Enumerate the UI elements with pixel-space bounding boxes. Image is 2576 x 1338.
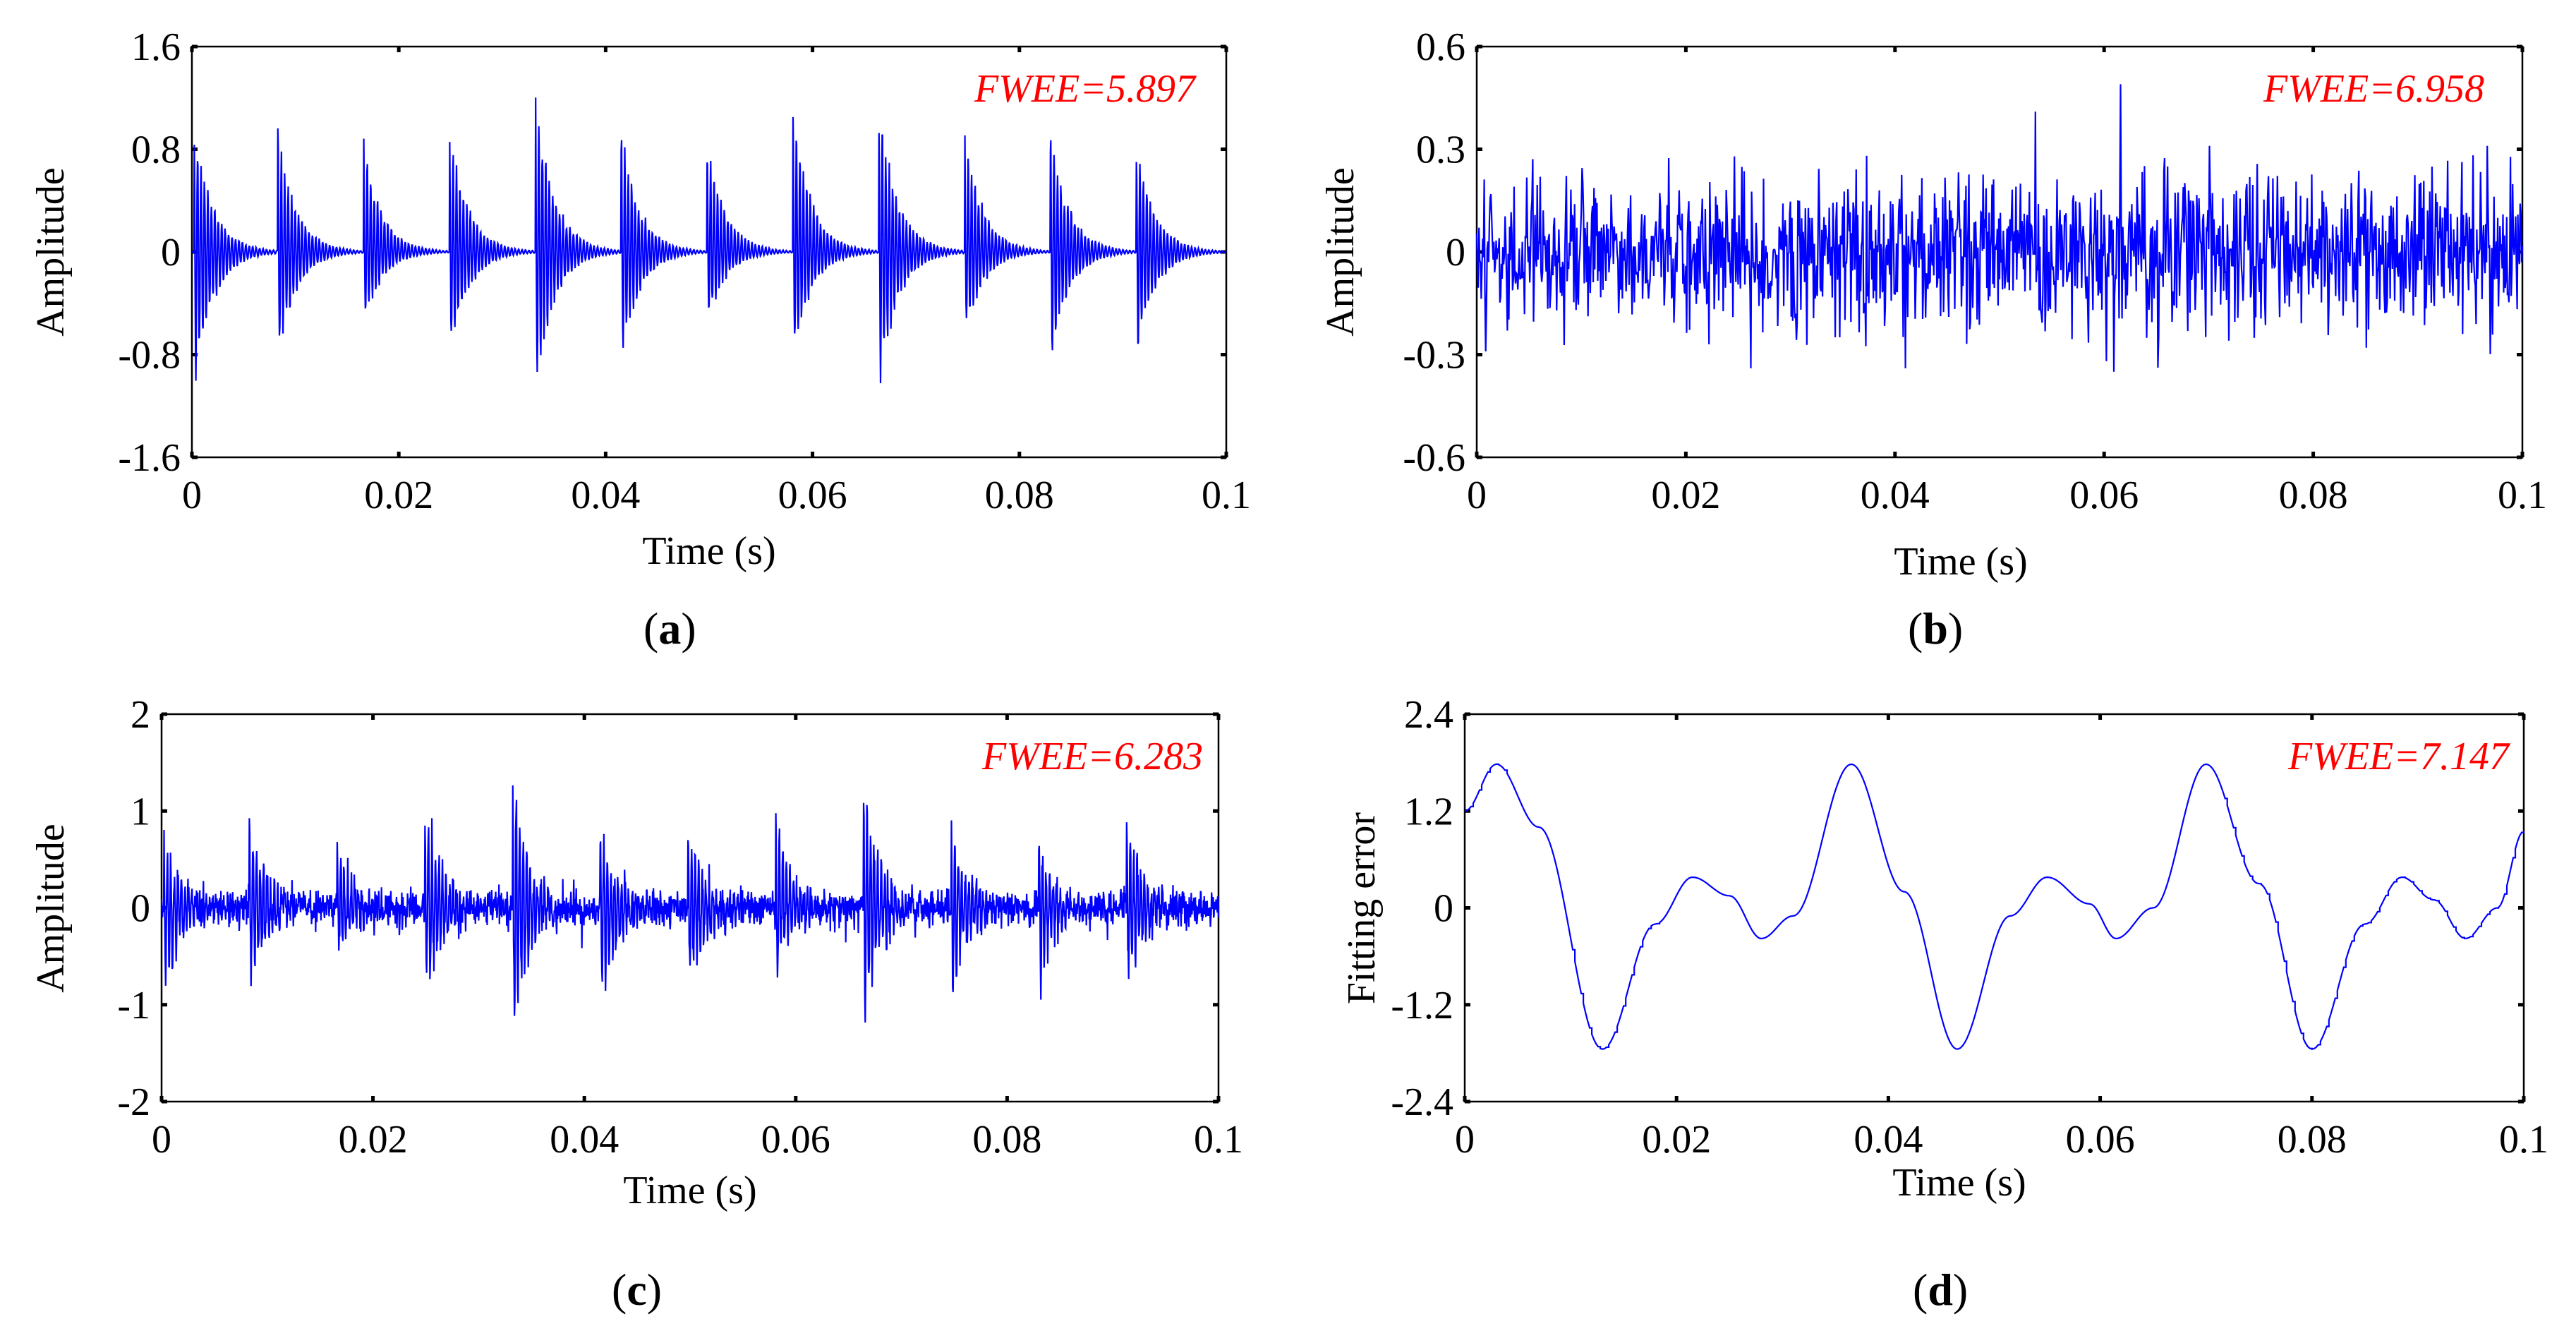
caption-close: ) <box>1948 603 1963 653</box>
x-tick-label: 0.04 <box>1854 1118 1923 1162</box>
x-axis-title: Time (s) <box>1892 1161 2026 1205</box>
y-tick-label: -0.3 <box>1403 334 1465 378</box>
y-tick-label: 0 <box>161 231 181 275</box>
y-tick-label: -0.6 <box>1403 436 1465 480</box>
signal-line <box>1464 763 2525 1051</box>
y-tick-label: 0 <box>1446 231 1465 275</box>
x-tick-label: 0.02 <box>339 1118 408 1162</box>
caption-open: ( <box>643 603 658 653</box>
signal-line <box>160 785 1220 1023</box>
x-tick-label: 0.02 <box>1642 1118 1711 1162</box>
x-tick-label: 0.08 <box>2279 474 2348 517</box>
x-tick-labels: 0 0.02 0.04 0.06 0.08 0.1 <box>182 474 1251 517</box>
panel-b: -0.6 -0.3 0 0.3 0.6 0 0.02 0.04 0.06 0.08 0.1 FWE… <box>1319 25 2547 653</box>
caption-close: ) <box>681 603 696 653</box>
x-tick-label: 0.08 <box>972 1118 1041 1162</box>
fwee-annotation: FWEE=5.897 <box>974 67 1197 111</box>
y-tick-label: 0 <box>1434 887 1453 931</box>
caption-open: ( <box>612 1265 627 1315</box>
x-tick-label: 0.06 <box>2069 474 2139 517</box>
x-tick-label: 0.1 <box>2499 1118 2548 1162</box>
y-tick-label: -1.6 <box>118 436 181 480</box>
y-tick-label: -2 <box>117 1080 150 1124</box>
panel-d: -2.4 -1.2 0 1.2 2.4 0 0.02 0.04 0.06 0.08 0.1 FWE… <box>1340 693 2548 1315</box>
x-tick-labels: 0 0.02 0.04 0.06 0.08 0.1 <box>1467 474 2547 517</box>
y-axis-title: Amplitude <box>29 167 73 337</box>
x-tick-label: 0.06 <box>761 1118 830 1162</box>
x-tick-label: 0.02 <box>364 474 433 517</box>
y-tick-labels: -0.6 -0.3 0 0.3 0.6 <box>1403 25 1465 480</box>
x-tick-label: 0.1 <box>1202 474 1251 517</box>
x-axis-title: Time (s) <box>1894 540 2027 584</box>
y-tick-label: 1 <box>131 790 150 833</box>
caption-b: (b) <box>1908 603 1963 653</box>
fwee-annotation: FWEE=7.147 <box>2287 735 2510 778</box>
x-tick-label: 0 <box>1455 1118 1475 1162</box>
y-tick-label: -1 <box>117 984 150 1027</box>
x-tick-labels: 0 0.02 0.04 0.06 0.08 0.1 <box>152 1118 1243 1162</box>
x-tick-label: 0.06 <box>2066 1118 2135 1162</box>
y-tick-label: 1.6 <box>131 25 181 69</box>
x-tick-label: 0.06 <box>778 474 847 517</box>
y-tick-label: -0.8 <box>118 334 181 378</box>
x-tick-label: 0 <box>1467 474 1487 517</box>
x-tick-label: 0.04 <box>550 1118 619 1162</box>
x-tick-label: 0.08 <box>985 474 1054 517</box>
x-tick-label: 0.1 <box>2498 474 2547 517</box>
x-axis-title: Time (s) <box>642 529 775 573</box>
caption-c: (c) <box>612 1265 662 1315</box>
caption-d: (d) <box>1913 1265 1968 1315</box>
y-tick-label: 0.6 <box>1416 25 1465 69</box>
y-tick-labels: -2 -1 0 1 2 <box>117 693 150 1124</box>
x-ticks <box>190 47 1228 457</box>
y-axis-title: Amplitude <box>1319 167 1362 337</box>
panel-a: -1.6 -0.8 0 0.8 1.6 0 0.02 0.04 0.06 0.08 0.1 FWE… <box>29 25 1251 653</box>
y-tick-label: -2.4 <box>1391 1080 1453 1124</box>
y-axis-title: Fitting error <box>1340 812 1384 1005</box>
caption-open: ( <box>1908 603 1923 653</box>
caption-a: (a) <box>643 603 696 653</box>
y-tick-label: -1.2 <box>1391 984 1453 1027</box>
y-tick-label: 2 <box>131 693 150 737</box>
x-tick-label: 0.04 <box>1861 474 1930 517</box>
x-tick-label: 0.02 <box>1651 474 1720 517</box>
x-tick-label: 0.08 <box>2278 1118 2347 1162</box>
x-tick-label: 0 <box>152 1118 171 1162</box>
signal-line <box>192 97 1227 384</box>
x-tick-label: 0.1 <box>1194 1118 1243 1162</box>
caption-letter: b <box>1923 603 1948 653</box>
x-tick-label: 0 <box>182 474 202 517</box>
fwee-annotation: FWEE=6.958 <box>2263 67 2484 111</box>
caption-letter: a <box>658 603 681 653</box>
y-tick-label: 2.4 <box>1404 693 1453 737</box>
fwee-annotation: FWEE=6.283 <box>981 735 1203 778</box>
x-tick-labels: 0 0.02 0.04 0.06 0.08 0.1 <box>1455 1118 2548 1162</box>
caption-letter: d <box>1928 1265 1953 1315</box>
y-tick-label: 0 <box>131 887 150 931</box>
caption-letter: c <box>627 1265 646 1315</box>
y-tick-label: 0.8 <box>131 128 181 172</box>
x-ticks <box>159 714 1221 1102</box>
y-tick-label: 1.2 <box>1404 790 1453 833</box>
caption-close: ) <box>1953 1265 1968 1315</box>
signal-line <box>1475 84 2524 372</box>
y-tick-label: 0.3 <box>1416 128 1465 172</box>
x-tick-label: 0.04 <box>571 474 640 517</box>
x-ticks <box>1475 47 2524 457</box>
y-axis-title: Amplitude <box>29 824 73 993</box>
x-ticks <box>1463 714 2526 1102</box>
y-tick-labels: -2.4 -1.2 0 1.2 2.4 <box>1391 693 1453 1124</box>
caption-close: ) <box>647 1265 662 1315</box>
caption-open: ( <box>1913 1265 1928 1315</box>
y-tick-labels: -1.6 -0.8 0 0.8 1.6 <box>118 25 181 480</box>
x-axis-title: Time (s) <box>623 1169 756 1212</box>
